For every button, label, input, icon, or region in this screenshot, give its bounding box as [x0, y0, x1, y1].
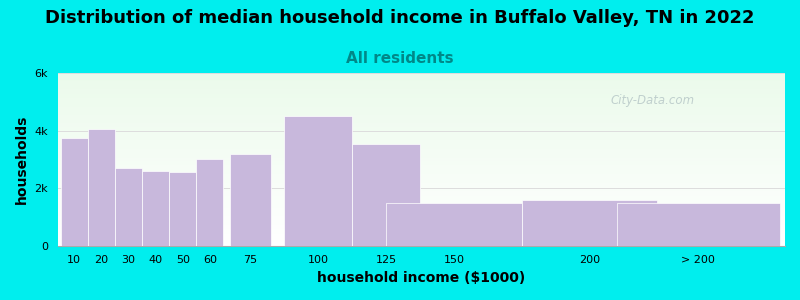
Text: City-Data.com: City-Data.com — [610, 94, 694, 107]
Y-axis label: households: households — [15, 115, 29, 204]
Bar — [196, 159, 223, 246]
Bar — [285, 116, 352, 246]
X-axis label: household income ($1000): household income ($1000) — [318, 271, 526, 285]
Bar — [522, 200, 658, 246]
Bar — [230, 154, 271, 246]
Bar — [169, 172, 196, 246]
Bar — [88, 129, 115, 246]
Text: Distribution of median household income in Buffalo Valley, TN in 2022: Distribution of median household income … — [46, 9, 754, 27]
Bar — [386, 202, 522, 246]
Bar — [115, 168, 142, 246]
Bar — [142, 171, 169, 246]
Text: All residents: All residents — [346, 51, 454, 66]
Bar — [61, 138, 88, 246]
Bar — [352, 143, 420, 246]
Bar — [617, 202, 779, 246]
